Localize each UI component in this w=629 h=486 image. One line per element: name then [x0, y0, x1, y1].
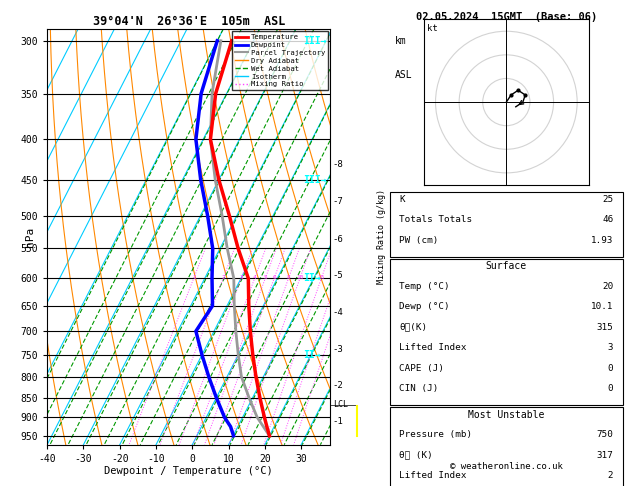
Text: 3: 3 — [608, 343, 613, 352]
Text: Lifted Index: Lifted Index — [399, 471, 467, 480]
Text: -5: -5 — [333, 271, 343, 280]
Text: ASL: ASL — [394, 70, 412, 80]
Text: 1: 1 — [192, 275, 196, 280]
Text: θᴄ(K): θᴄ(K) — [399, 323, 428, 331]
Text: III→: III→ — [304, 36, 327, 46]
Text: hPa: hPa — [25, 227, 35, 247]
Text: 10: 10 — [296, 275, 304, 280]
Text: CIN (J): CIN (J) — [399, 384, 438, 393]
Text: 750: 750 — [596, 430, 613, 439]
Text: Lifted Index: Lifted Index — [399, 343, 467, 352]
Title: 39°04'N  26°36'E  105m  ASL: 39°04'N 26°36'E 105m ASL — [92, 15, 285, 28]
Text: -3: -3 — [333, 345, 343, 354]
Text: 0: 0 — [608, 384, 613, 393]
Text: 20: 20 — [602, 282, 613, 291]
Text: Surface: Surface — [486, 261, 527, 271]
Text: 2: 2 — [608, 471, 613, 480]
FancyBboxPatch shape — [390, 192, 623, 257]
Text: Temp (°C): Temp (°C) — [399, 282, 450, 291]
Text: © weatheronline.co.uk: © weatheronline.co.uk — [450, 462, 563, 471]
Text: -2: -2 — [333, 381, 343, 390]
Text: CAPE (J): CAPE (J) — [399, 364, 444, 373]
Text: 2: 2 — [221, 275, 225, 280]
Legend: Temperature, Dewpoint, Parcel Trajectory, Dry Adiabat, Wet Adiabat, Isotherm, Mi: Temperature, Dewpoint, Parcel Trajectory… — [232, 31, 328, 90]
Text: 46: 46 — [602, 215, 613, 224]
Text: 8: 8 — [287, 275, 291, 280]
Text: 25: 25 — [602, 195, 613, 204]
Text: K: K — [399, 195, 405, 204]
Text: 317: 317 — [596, 451, 613, 460]
Text: θᴄ (K): θᴄ (K) — [399, 451, 433, 460]
Text: 5: 5 — [264, 275, 267, 280]
Text: 4: 4 — [253, 275, 257, 280]
Text: 10.1: 10.1 — [591, 302, 613, 311]
X-axis label: Dewpoint / Temperature (°C): Dewpoint / Temperature (°C) — [104, 467, 273, 476]
Text: 15: 15 — [318, 275, 325, 280]
Text: Pressure (mb): Pressure (mb) — [399, 430, 472, 439]
Text: II→: II→ — [304, 350, 321, 360]
Text: 02.05.2024  15GMT  (Base: 06): 02.05.2024 15GMT (Base: 06) — [416, 12, 597, 22]
Text: kt: kt — [427, 24, 438, 34]
Text: -6: -6 — [333, 235, 343, 243]
Text: km: km — [394, 36, 406, 46]
Text: III→: III→ — [304, 175, 327, 185]
FancyBboxPatch shape — [390, 407, 623, 486]
Text: -8: -8 — [333, 159, 343, 169]
FancyBboxPatch shape — [390, 259, 623, 405]
Text: 6: 6 — [272, 275, 276, 280]
Text: -1: -1 — [333, 417, 343, 426]
Text: Totals Totals: Totals Totals — [399, 215, 472, 224]
Text: II→: II→ — [304, 273, 321, 283]
Text: 3: 3 — [240, 275, 243, 280]
Text: PW (cm): PW (cm) — [399, 236, 438, 244]
Text: Dewp (°C): Dewp (°C) — [399, 302, 450, 311]
Text: 315: 315 — [596, 323, 613, 331]
Text: Mixing Ratio (g/kg): Mixing Ratio (g/kg) — [377, 190, 386, 284]
Text: -4: -4 — [333, 308, 343, 316]
Text: 0: 0 — [608, 364, 613, 373]
Text: Most Unstable: Most Unstable — [468, 410, 545, 419]
Text: -7: -7 — [333, 197, 343, 207]
Text: LCL: LCL — [333, 400, 348, 409]
Text: 1.93: 1.93 — [591, 236, 613, 244]
